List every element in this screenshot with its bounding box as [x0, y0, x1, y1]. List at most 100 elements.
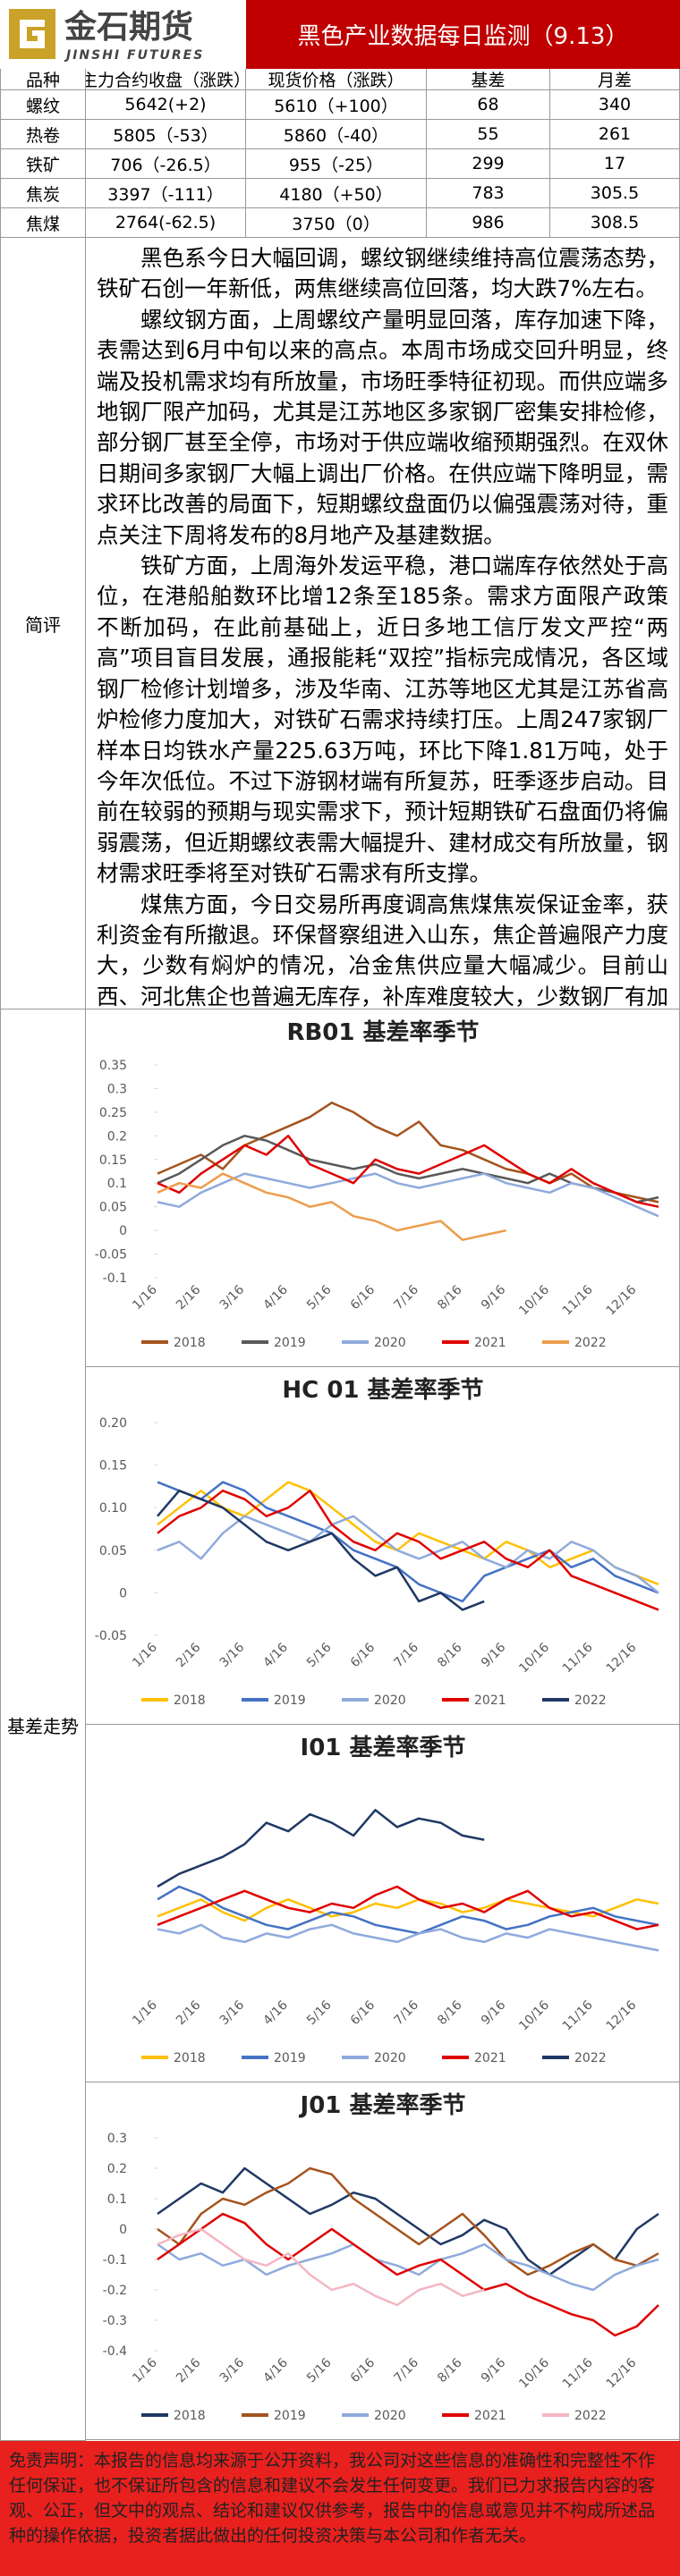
charts-label: 基差走势 — [0, 1009, 86, 2441]
y-tick-label: -0.05 — [95, 1248, 127, 1263]
x-tick-label: 3/16 — [217, 1997, 248, 2028]
series-line — [157, 1515, 659, 1594]
commentary-paragraph: 煤焦方面，今日交易所再度调高焦煤焦炭保证金率，获利资金有所撤退。环保督察组进入山… — [97, 891, 668, 1009]
series-line — [157, 1172, 659, 1218]
x-tick-label: 10/16 — [516, 1997, 552, 2033]
disclaimer: 免责声明：本报告的信息均来源于公开资料，我公司对这些信息的准确性和完整性不作任何… — [0, 2441, 680, 2576]
table-row: 螺纹 5642(+2) 5610（+100） 68 340 — [0, 90, 680, 120]
x-tick-label: 9/16 — [479, 2355, 509, 2386]
series-line — [157, 1135, 659, 1208]
logo-graphic: 金石期货 JINSHI FUTURES — [9, 8, 204, 63]
table-cell: 305.5 — [550, 179, 680, 208]
legend-label: 2021 — [474, 1693, 506, 1708]
legend-label: 2020 — [374, 1693, 406, 1708]
x-tick-label: 12/16 — [604, 1282, 640, 1318]
legend-label: 2022 — [574, 2051, 607, 2065]
x-tick-label: 3/16 — [217, 1640, 248, 1670]
legend-label: 2020 — [374, 2409, 406, 2423]
x-tick-label: 11/16 — [560, 1640, 596, 1676]
table-header-cell: 基差 — [427, 69, 550, 90]
x-tick-label: 12/16 — [604, 1640, 640, 1676]
y-tick-label: 0.1 — [107, 2192, 127, 2207]
table-cell: 铁矿 — [0, 149, 86, 179]
table-cell: 308.5 — [550, 208, 680, 238]
table-header-cell: 主力合约收盘（涨跌） — [86, 69, 246, 90]
x-tick-label: 3/16 — [217, 1282, 248, 1313]
x-tick-label: 3/16 — [217, 2355, 248, 2386]
y-tick-label: 0.15 — [99, 1153, 127, 1168]
x-tick-label: 8/16 — [435, 1997, 465, 2028]
table-cell: 焦炭 — [0, 179, 86, 208]
y-tick-label: 0.05 — [99, 1544, 127, 1558]
commentary-paragraph: 铁矿方面，上周海外发运平稳，港口端库存依然处于高位，在港船舶数环比增12条至18… — [97, 553, 668, 887]
charts: RB01 基差率季节 -0.1 -0.05 0 0.05 0.1 0.15 0.2 0.25 0.… — [86, 1009, 680, 2441]
table-cell: 706（-26.5） — [86, 149, 246, 179]
header-title: 黑色产业数据每日监测（9.13） — [246, 0, 680, 69]
series-line — [157, 1898, 659, 1922]
x-tick-label: 10/16 — [516, 1282, 552, 1318]
x-tick-label: 7/16 — [391, 2355, 421, 2386]
series-line — [157, 1885, 659, 1935]
x-tick-label: 10/16 — [516, 2355, 552, 2391]
table-cell: 986 — [427, 208, 550, 238]
y-tick-label: -0.3 — [103, 2314, 127, 2328]
y-tick-label: 0.25 — [99, 1106, 127, 1120]
logo: 金石期货 JINSHI FUTURES — [0, 0, 246, 69]
y-tick-label: 0.1 — [107, 1177, 127, 1191]
legend-label: 2018 — [174, 2409, 206, 2423]
table-cell: 55 — [427, 120, 550, 149]
y-tick-label: 0.35 — [99, 1059, 127, 1073]
legend-label: 2019 — [274, 1693, 306, 1708]
table-cell: 340 — [550, 90, 680, 120]
table-row: 焦炭 3397（-111） 4180（+50） 783 305.5 — [0, 179, 680, 208]
y-tick-label: -0.1 — [103, 2253, 127, 2268]
chart: RB01 基差率季节 -0.1 -0.05 0 0.05 0.1 0.15 0.2 0.25 0.… — [86, 1018, 680, 1367]
x-tick-label: 8/16 — [435, 1282, 465, 1313]
x-tick-label: 5/16 — [304, 1997, 335, 2028]
chart-title: I01 基差率季节 — [301, 1734, 466, 1761]
x-tick-label: 10/16 — [516, 1640, 552, 1676]
legend-label: 2019 — [274, 2051, 306, 2065]
x-tick-label: 8/16 — [435, 1640, 465, 1670]
table-cell: 2764(-62.5) — [86, 208, 246, 238]
legend-label: 2018 — [174, 1693, 206, 1708]
series-line — [157, 1489, 485, 1611]
y-tick-label: 0.2 — [107, 1129, 127, 1144]
x-tick-label: 6/16 — [348, 1282, 378, 1313]
x-tick-label: 11/16 — [560, 1282, 596, 1318]
legend-label: 2019 — [274, 2409, 306, 2423]
x-tick-label: 4/16 — [260, 2355, 291, 2386]
table-cell: 3750（0） — [246, 208, 427, 238]
x-tick-label: 11/16 — [560, 2355, 596, 2391]
series-line — [157, 1923, 659, 1952]
x-tick-label: 6/16 — [348, 2355, 378, 2386]
x-tick-label: 1/16 — [130, 1282, 160, 1313]
y-tick-label: 0 — [119, 2223, 127, 2237]
y-tick-label: 0.10 — [99, 1501, 127, 1516]
x-tick-label: 7/16 — [391, 1282, 421, 1313]
table-cell: 5860（-40） — [246, 120, 427, 149]
y-tick-label: 0.2 — [107, 2162, 127, 2176]
series-line — [157, 1809, 485, 1888]
table-cell: 68 — [427, 90, 550, 120]
x-tick-label: 2/16 — [174, 1640, 204, 1670]
table-cell: 955（-25） — [246, 149, 427, 179]
series-line — [157, 1481, 659, 1586]
x-tick-label: 4/16 — [260, 1640, 291, 1670]
legend-label: 2018 — [174, 1336, 206, 1350]
commentary: 黑色系今日大幅回调，螺纹钢继续维持高位震荡态势，铁矿石创一年新低，两焦继续高位回… — [86, 238, 680, 1009]
series-line — [157, 1489, 659, 1611]
x-tick-label: 2/16 — [174, 2355, 204, 2386]
x-tick-label: 11/16 — [560, 1997, 596, 2033]
chart-title: HC 01 基差率季节 — [282, 1376, 483, 1404]
x-tick-label: 7/16 — [391, 1640, 421, 1670]
logo-subtext: JINSHI FUTURES — [64, 48, 204, 63]
x-tick-label: 12/16 — [604, 1997, 640, 2033]
chart: I01 基差率季节 1/16 2/16 3/16 4/16 5/16 6/16 7/16 8/1… — [86, 1734, 680, 2082]
table-cell: 17 — [550, 149, 680, 179]
x-tick-label: 1/16 — [130, 1640, 160, 1670]
table-cell: 5642(+2) — [86, 90, 246, 120]
x-tick-label: 6/16 — [348, 1640, 378, 1670]
y-tick-label: 0.20 — [99, 1416, 127, 1431]
x-tick-label: 8/16 — [435, 2355, 465, 2386]
